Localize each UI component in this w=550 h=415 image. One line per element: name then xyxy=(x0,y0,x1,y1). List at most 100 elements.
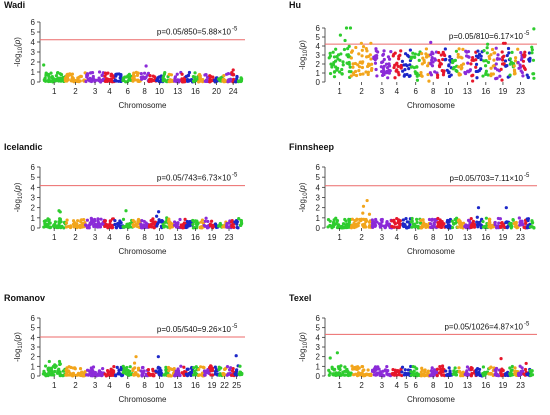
snp-point xyxy=(457,370,462,374)
snp-point xyxy=(128,369,132,373)
snp-point xyxy=(174,369,178,373)
snp-point xyxy=(447,63,451,67)
snp-point xyxy=(424,222,428,227)
snp-point xyxy=(521,59,526,63)
snp-point xyxy=(163,70,167,75)
x-tick-label: 3 xyxy=(93,233,98,242)
snp-point xyxy=(159,373,164,377)
points xyxy=(42,209,244,230)
snp-point xyxy=(486,60,491,64)
snp-point xyxy=(455,69,459,73)
snp-point xyxy=(415,220,419,224)
snp-point xyxy=(476,206,481,210)
snp-point xyxy=(523,67,527,72)
panel-title: Texel xyxy=(289,293,311,303)
snp-point xyxy=(156,365,161,369)
snp-point xyxy=(411,55,415,59)
snp-point xyxy=(530,219,534,223)
snp-point xyxy=(469,62,473,66)
y-tick-label: 2 xyxy=(316,353,321,362)
snp-point xyxy=(88,76,92,81)
snp-point xyxy=(482,59,486,63)
snp-point xyxy=(525,226,529,230)
snp-point xyxy=(401,69,405,73)
y-tick-label: 6 xyxy=(316,24,321,33)
snp-point xyxy=(521,369,525,373)
snp-point xyxy=(85,373,89,377)
snp-point xyxy=(344,219,348,223)
snp-point xyxy=(360,65,365,70)
y-axis-label: -log10(p) xyxy=(13,37,24,67)
snp-point xyxy=(119,221,123,225)
snp-point xyxy=(228,368,232,372)
snp-point xyxy=(180,72,184,76)
snp-point xyxy=(484,59,488,63)
snp-point xyxy=(209,364,213,369)
x-tick-label: 1 xyxy=(52,381,57,390)
snp-point xyxy=(514,56,518,60)
snp-point xyxy=(381,373,385,377)
snp-point xyxy=(398,219,402,223)
snp-point xyxy=(523,53,527,57)
snp-point xyxy=(231,366,235,371)
snp-point xyxy=(494,46,498,50)
snp-point xyxy=(173,220,177,224)
snp-point xyxy=(387,224,391,228)
snp-point xyxy=(381,53,385,57)
snp-point xyxy=(199,365,203,369)
y-tick-label: 0 xyxy=(316,372,321,381)
snp-point xyxy=(44,79,48,83)
snp-point xyxy=(52,77,56,81)
snp-point xyxy=(457,65,461,69)
snp-point xyxy=(186,220,190,224)
snp-point xyxy=(461,47,465,51)
snp-point xyxy=(520,366,524,370)
snp-point xyxy=(420,366,424,370)
snp-point xyxy=(193,71,197,75)
snp-point xyxy=(527,51,532,55)
snp-point xyxy=(384,62,389,66)
snp-point xyxy=(457,72,461,76)
snp-point xyxy=(44,223,48,227)
snp-point xyxy=(447,70,451,74)
snp-point xyxy=(499,371,503,375)
points xyxy=(327,351,535,378)
snp-point xyxy=(209,223,214,227)
x-tick-label: 4 xyxy=(107,381,112,390)
snp-point xyxy=(350,364,354,368)
snp-point xyxy=(438,220,442,224)
x-axis-label: Chromosome xyxy=(407,247,456,256)
snp-point xyxy=(436,73,440,77)
y-axis-label: -log10(p) xyxy=(298,332,309,362)
snp-point xyxy=(374,373,378,377)
snp-point xyxy=(346,47,350,51)
snp-point xyxy=(400,365,405,369)
snp-point xyxy=(99,217,103,221)
x-tick-label: 16 xyxy=(481,233,490,242)
x-tick-label: 3 xyxy=(93,87,98,96)
snp-point xyxy=(374,67,378,72)
x-tick-label: 13 xyxy=(463,233,472,242)
snp-point xyxy=(437,50,441,55)
snp-point xyxy=(126,222,130,226)
snp-point xyxy=(370,66,374,71)
snp-point xyxy=(498,74,502,78)
snp-point xyxy=(387,71,391,75)
snp-point xyxy=(139,75,143,79)
x-tick-label: 19 xyxy=(498,381,507,390)
snp-point xyxy=(336,66,340,70)
snp-point xyxy=(415,217,419,221)
snp-point xyxy=(365,198,369,203)
snp-point xyxy=(131,79,135,83)
threshold-exponent: -5 xyxy=(232,27,238,33)
snp-point xyxy=(182,365,186,369)
snp-point xyxy=(59,226,63,230)
x-tick-label: 23 xyxy=(516,233,525,242)
snp-point xyxy=(531,58,536,62)
snp-point xyxy=(409,364,413,369)
snp-point xyxy=(426,64,430,68)
snp-point xyxy=(126,74,130,78)
snp-point xyxy=(87,226,91,230)
snp-point xyxy=(99,373,103,377)
